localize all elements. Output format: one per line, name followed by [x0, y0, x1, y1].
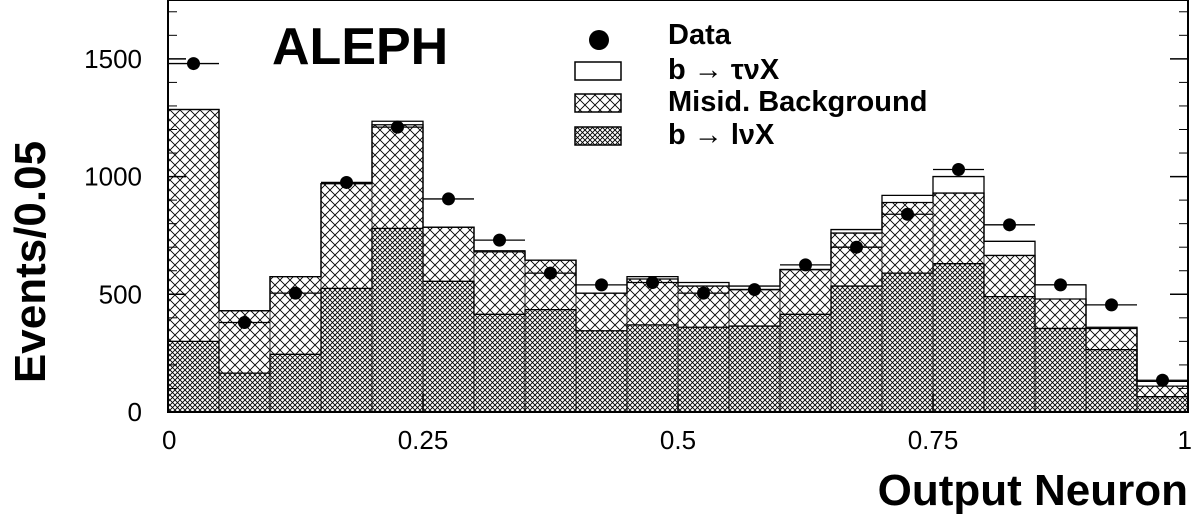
legend-entry-data: Data [589, 19, 732, 51]
legend-marker-data [589, 30, 609, 50]
x-axis-title: Output Neuron [878, 466, 1188, 515]
y-axis-title: Events/0.05 [6, 141, 55, 383]
y-tick-label: 1000 [84, 162, 142, 192]
bar-dense-cross [219, 373, 270, 412]
bar-cross [1137, 386, 1188, 397]
bar-dense-cross [423, 281, 474, 412]
data-point [697, 286, 710, 300]
data-point [493, 233, 506, 247]
data-point [595, 278, 608, 292]
legend-label-misid-background: Misid. Background [668, 86, 927, 118]
bar-dense-cross [321, 288, 372, 412]
bar-open [678, 282, 729, 287]
bar-dense-cross [372, 228, 423, 412]
bar-open [984, 241, 1035, 256]
legend: Data b → τνX Misid. Background b → lνX [574, 19, 927, 151]
x-tick-label: 0.5 [660, 425, 696, 455]
data-point [1156, 373, 1169, 387]
bar-open [831, 229, 882, 234]
x-tick-label: 0 [162, 425, 176, 455]
experiment-label: ALEPH [272, 18, 448, 76]
data-point [799, 258, 812, 272]
bar-dense-cross [831, 286, 882, 412]
data-point [1003, 218, 1016, 232]
bar-cross [933, 193, 984, 264]
data-point [1105, 298, 1118, 312]
legend-entry-b-tau-nu-x: b → τνX [574, 54, 780, 86]
data-point [952, 163, 965, 177]
x-tick-label: 0.25 [398, 425, 449, 455]
y-tick-label: 1500 [84, 44, 142, 74]
axes: 0 500 1000 1500 0 0.25 0.5 0.75 1 [84, 11, 1192, 455]
legend-label-b-tau-nu-x: b → τνX [668, 54, 780, 86]
bar-dense-cross [576, 330, 627, 412]
bar-cross [474, 251, 525, 315]
bar-dense-cross [933, 263, 984, 412]
histogram-bars [168, 108, 1188, 412]
legend-swatch-b-tau-nu-x [574, 61, 622, 81]
data-point [1054, 278, 1067, 292]
bar-cross [576, 293, 627, 331]
data-point [340, 175, 353, 189]
data-point [187, 57, 200, 71]
data-point [238, 316, 251, 330]
data-point [289, 286, 302, 300]
x-tick-label: 1 [1178, 425, 1192, 455]
data-point [442, 192, 455, 206]
data-points [168, 57, 1188, 387]
bar-cross [1086, 328, 1137, 350]
bar-dense-cross [882, 273, 933, 412]
y-tick-label: 0 [128, 397, 142, 427]
x-tick-label: 0.75 [908, 425, 959, 455]
bar-dense-cross [678, 327, 729, 412]
bar-cross [321, 183, 372, 289]
data-point [646, 276, 659, 290]
bar-dense-cross [270, 354, 321, 412]
data-point [748, 283, 761, 297]
bar-open [933, 176, 984, 194]
bar-dense-cross [984, 296, 1035, 412]
bar-cross [984, 255, 1035, 297]
bar-open [1035, 284, 1086, 299]
bar-dense-cross [525, 309, 576, 412]
bar-cross [780, 269, 831, 315]
data-point [544, 266, 557, 280]
bar-cross [372, 124, 423, 229]
bar-dense-cross [474, 314, 525, 412]
legend-entry-b-l-nu-x: b → lνX [574, 119, 775, 151]
bar-cross [168, 109, 219, 342]
legend-swatch-misid-background [574, 93, 622, 113]
bar-dense-cross [1086, 349, 1137, 412]
data-point [850, 240, 863, 254]
y-tick-label: 500 [99, 279, 142, 309]
legend-swatch-b-l-nu-x [574, 126, 622, 146]
data-point [901, 207, 914, 221]
legend-label-b-l-nu-x: b → lνX [668, 119, 775, 151]
bar-cross [1035, 298, 1086, 329]
legend-label-data: Data [668, 19, 732, 51]
bar-dense-cross [1035, 328, 1086, 412]
bar-dense-cross [1137, 396, 1188, 412]
data-point [391, 120, 404, 134]
bar-dense-cross [168, 341, 219, 412]
bar-dense-cross [729, 326, 780, 412]
legend-entry-misid-background: Misid. Background [574, 86, 927, 118]
bar-dense-cross [627, 324, 678, 412]
bar-dense-cross [780, 314, 831, 412]
bar-cross [423, 227, 474, 282]
bar-open [882, 195, 933, 203]
